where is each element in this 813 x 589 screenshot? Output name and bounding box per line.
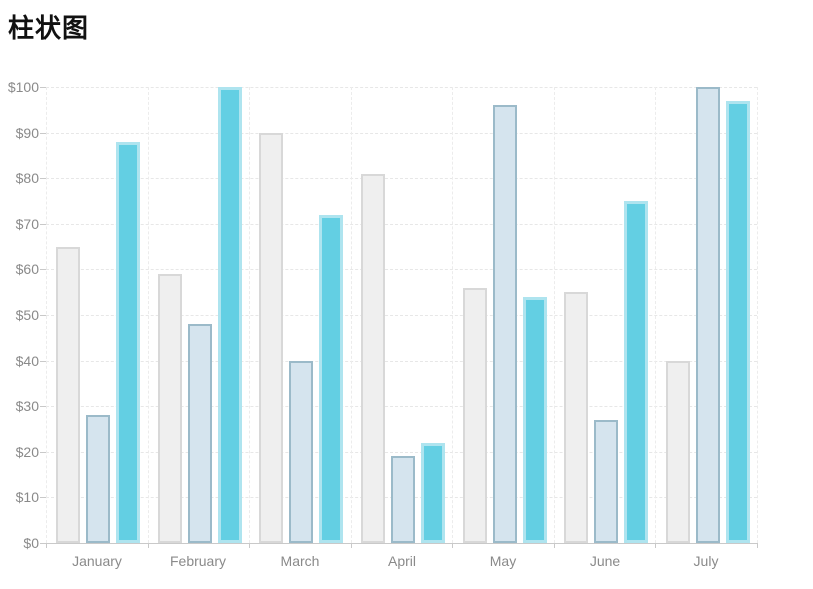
y-axis-label: $100: [7, 79, 39, 95]
gridline-horizontal: [46, 315, 757, 316]
gridline-vertical: [351, 87, 352, 543]
x-axis-line: [40, 543, 757, 544]
y-axis-label: $30: [15, 398, 39, 414]
y-axis-label: $50: [15, 307, 39, 323]
y-axis-tick: [40, 406, 46, 407]
bar-series-blue-july[interactable]: [696, 87, 720, 543]
y-axis-label: $10: [15, 489, 39, 505]
bar-series-gray-april[interactable]: [361, 174, 385, 543]
y-axis-label: $60: [15, 261, 39, 277]
x-axis-tick: [46, 543, 47, 548]
y-axis-tick: [40, 133, 46, 134]
bar-series-cyan-april[interactable]: [421, 443, 445, 543]
y-axis-label: $0: [23, 535, 39, 551]
x-axis-tick: [554, 543, 555, 548]
bar-series-blue-june[interactable]: [594, 420, 618, 543]
bar-series-blue-february[interactable]: [188, 324, 212, 543]
bar-series-cyan-march[interactable]: [319, 215, 343, 543]
y-axis-label: $70: [15, 216, 39, 232]
x-axis-label-april: April: [387, 553, 416, 569]
y-axis-tick: [40, 87, 46, 88]
bar-series-gray-june[interactable]: [564, 292, 588, 543]
x-axis-tick: [148, 543, 149, 548]
gridline-vertical: [452, 87, 453, 543]
x-axis-label-february: February: [169, 553, 227, 569]
gridline-vertical: [249, 87, 250, 543]
gridline-horizontal: [46, 224, 757, 225]
x-axis-label-july: July: [693, 553, 719, 569]
y-axis-tick: [40, 178, 46, 179]
bar-series-blue-april[interactable]: [391, 456, 415, 543]
y-axis-tick: [40, 497, 46, 498]
gridline-horizontal: [46, 406, 757, 407]
x-axis-tick: [757, 543, 758, 548]
bar-series-cyan-may[interactable]: [523, 297, 547, 543]
y-axis-label: $80: [15, 170, 39, 186]
bar-series-cyan-january[interactable]: [116, 142, 140, 543]
x-axis-tick: [655, 543, 656, 548]
x-axis-label-march: March: [280, 553, 320, 569]
bar-series-blue-may[interactable]: [493, 105, 517, 543]
gridline-vertical: [148, 87, 149, 543]
bar-series-cyan-june[interactable]: [624, 201, 648, 543]
y-axis-tick: [40, 452, 46, 453]
gridline-horizontal: [46, 452, 757, 453]
bar-series-gray-may[interactable]: [463, 288, 487, 543]
y-axis-tick: [40, 315, 46, 316]
x-axis-label-may: May: [489, 553, 517, 569]
gridline-horizontal: [46, 269, 757, 270]
x-axis-label-june: June: [589, 553, 621, 569]
x-axis-tick: [351, 543, 352, 548]
y-axis-label: $90: [15, 125, 39, 141]
gridline-horizontal: [46, 87, 757, 88]
x-axis-tick: [452, 543, 453, 548]
bar-series-gray-july[interactable]: [666, 361, 690, 543]
gridline-vertical: [757, 87, 758, 543]
gridline-vertical: [554, 87, 555, 543]
y-axis-label: $40: [15, 353, 39, 369]
bar-series-gray-february[interactable]: [158, 274, 182, 543]
x-axis-tick: [249, 543, 250, 548]
gridline-horizontal: [46, 361, 757, 362]
page-title: 柱状图: [8, 13, 90, 43]
y-axis-label: $20: [15, 444, 39, 460]
gridline-vertical: [655, 87, 656, 543]
y-axis-tick: [40, 269, 46, 270]
gridline-vertical: [46, 87, 47, 543]
bar-series-cyan-july[interactable]: [726, 101, 750, 543]
y-axis-tick: [40, 361, 46, 362]
gridline-horizontal: [46, 178, 757, 179]
bar-series-blue-january[interactable]: [86, 415, 110, 543]
gridline-horizontal: [46, 133, 757, 134]
bar-series-cyan-february[interactable]: [218, 87, 242, 543]
bar-series-blue-march[interactable]: [289, 361, 313, 543]
bar-series-gray-january[interactable]: [56, 247, 80, 543]
x-axis-label-january: January: [72, 553, 122, 569]
bar-series-gray-march[interactable]: [259, 133, 283, 543]
y-axis-tick: [40, 224, 46, 225]
